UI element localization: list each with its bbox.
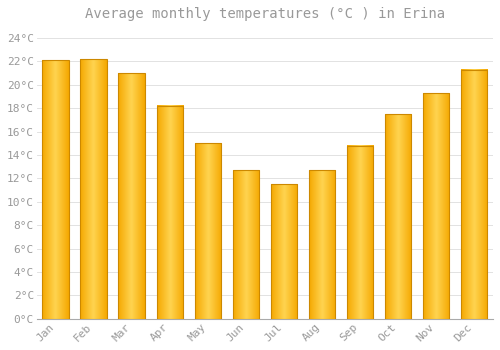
- Bar: [156, 106, 183, 319]
- Bar: [232, 170, 259, 319]
- Bar: [42, 60, 69, 319]
- Bar: [422, 93, 450, 319]
- Bar: [80, 59, 107, 319]
- Bar: [384, 114, 411, 319]
- Bar: [194, 143, 221, 319]
- Bar: [346, 146, 374, 319]
- Bar: [270, 184, 297, 319]
- Bar: [118, 73, 145, 319]
- Bar: [308, 170, 335, 319]
- Bar: [460, 70, 487, 319]
- Title: Average monthly temperatures (°C ) in Erina: Average monthly temperatures (°C ) in Er…: [85, 7, 445, 21]
